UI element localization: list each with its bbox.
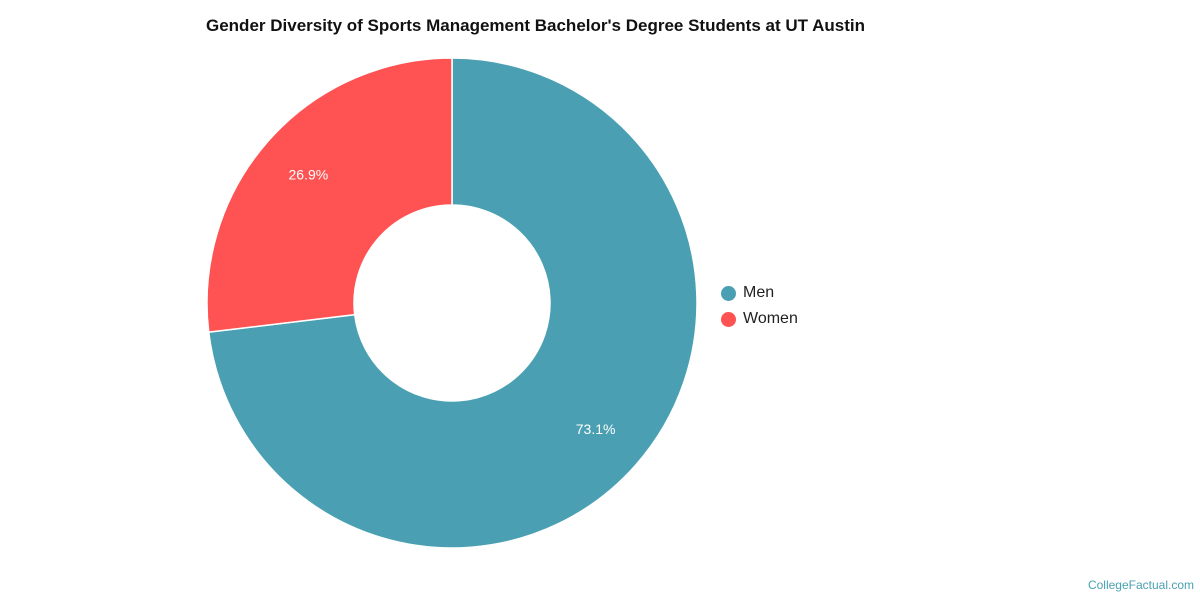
legend-label-men: Men — [743, 284, 775, 301]
legend-item-men[interactable]: Men — [721, 280, 798, 306]
legend-swatch-women — [721, 311, 736, 327]
legend-label-women: Women — [743, 310, 798, 327]
legend: Men Women — [721, 280, 798, 332]
slice-label-men: 73.1% — [576, 421, 616, 437]
slice-men[interactable] — [207, 57, 698, 549]
legend-swatch-men — [721, 285, 736, 301]
credit-link[interactable]: CollegeFactual.com — [1087, 578, 1194, 592]
legend-item-women[interactable]: Women — [721, 306, 798, 332]
slice-women[interactable] — [206, 57, 453, 334]
slice-label-women: 26.9% — [289, 166, 329, 182]
chart-title: Gender Diversity of Sports Management Ba… — [206, 16, 865, 35]
